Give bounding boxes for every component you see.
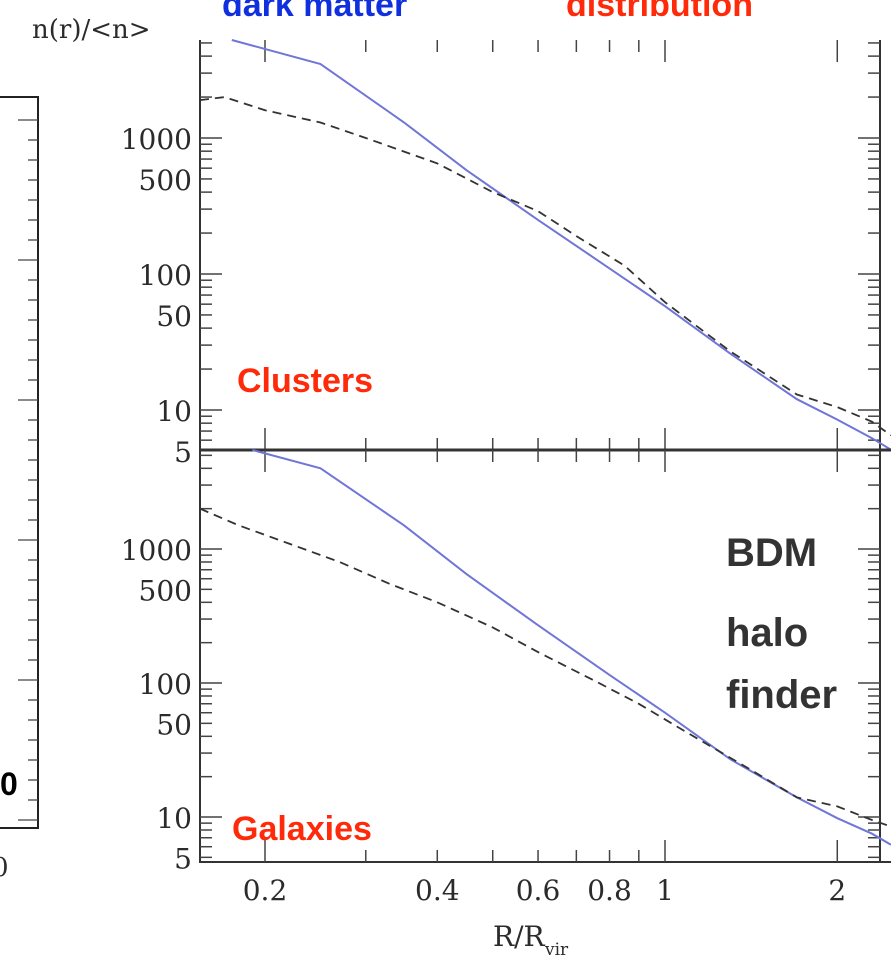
left-panel: 0 0 xyxy=(0,96,39,883)
clusters-panel-label: Clusters xyxy=(237,362,373,400)
banner-title-red: distribution xyxy=(566,0,753,24)
y-tick-label: 500 xyxy=(139,574,192,607)
annotation-bdm: BDM xyxy=(726,531,817,575)
svg-text:vir: vir xyxy=(544,940,569,960)
clusters-series xyxy=(199,39,891,451)
x-tick-label: 1 xyxy=(656,874,674,907)
y-tick-label: 100 xyxy=(139,668,192,701)
solid-series-line xyxy=(252,449,891,846)
y-tick-label: 50 xyxy=(156,708,192,741)
x-tick-label: 0.2 xyxy=(243,874,288,907)
y-tick-label: 1000 xyxy=(121,123,192,156)
galaxies-y-tick-labels: 1000 500 100 50 10 5 xyxy=(121,534,192,875)
clusters-panel-ticks xyxy=(200,40,880,450)
left-panel-ticks xyxy=(18,119,38,821)
y-tick-label: 100 xyxy=(139,259,192,292)
y-tick-label: 5 xyxy=(174,436,192,469)
galaxies-panel-label: Galaxies xyxy=(232,810,372,848)
annotation-finder: finder xyxy=(726,673,837,717)
y-tick-label: 10 xyxy=(156,395,192,428)
x-tick-label: 0.4 xyxy=(415,874,460,907)
y-tick-label: 50 xyxy=(156,300,192,333)
left-panel-frame xyxy=(0,96,39,829)
galaxies-panel: 1000 500 100 50 10 5 Galaxies BDM halo finder… xyxy=(121,449,891,907)
y-tick-label: 1000 xyxy=(121,534,192,567)
y-tick-label: 10 xyxy=(156,802,192,835)
galaxies-series xyxy=(199,449,891,846)
dashed-series-line xyxy=(199,507,891,828)
galaxies-panel-frame xyxy=(199,450,891,863)
banner-title-blue: dark matter xyxy=(222,0,408,24)
left-panel-stub-axis-label: 0 xyxy=(0,853,9,883)
svg-text:R/R: R/R xyxy=(493,920,546,953)
x-tick-labels: 0.2 0.4 0.6 0.8 1 2 xyxy=(243,874,846,907)
left-panel-stub-value: 0 xyxy=(0,766,18,802)
y-tick-label: 5 xyxy=(174,842,192,875)
y-tick-label: 500 xyxy=(139,164,192,197)
clusters-panel: 1000 500 100 50 10 5 Clusters xyxy=(121,39,891,469)
annotation-halo: halo xyxy=(726,611,808,655)
clusters-panel-frame xyxy=(199,40,881,450)
galaxies-panel-ticks xyxy=(200,450,880,862)
x-tick-label: 2 xyxy=(828,874,846,907)
y-axis-label: n(r)/<n> xyxy=(32,15,151,45)
x-tick-label: 0.6 xyxy=(516,874,561,907)
dashed-series-line xyxy=(199,96,891,437)
x-axis-label: R/R vir xyxy=(493,920,569,960)
x-tick-label: 0.8 xyxy=(587,874,632,907)
clusters-y-tick-labels: 1000 500 100 50 10 5 xyxy=(121,123,192,469)
solid-series-line xyxy=(231,39,891,451)
